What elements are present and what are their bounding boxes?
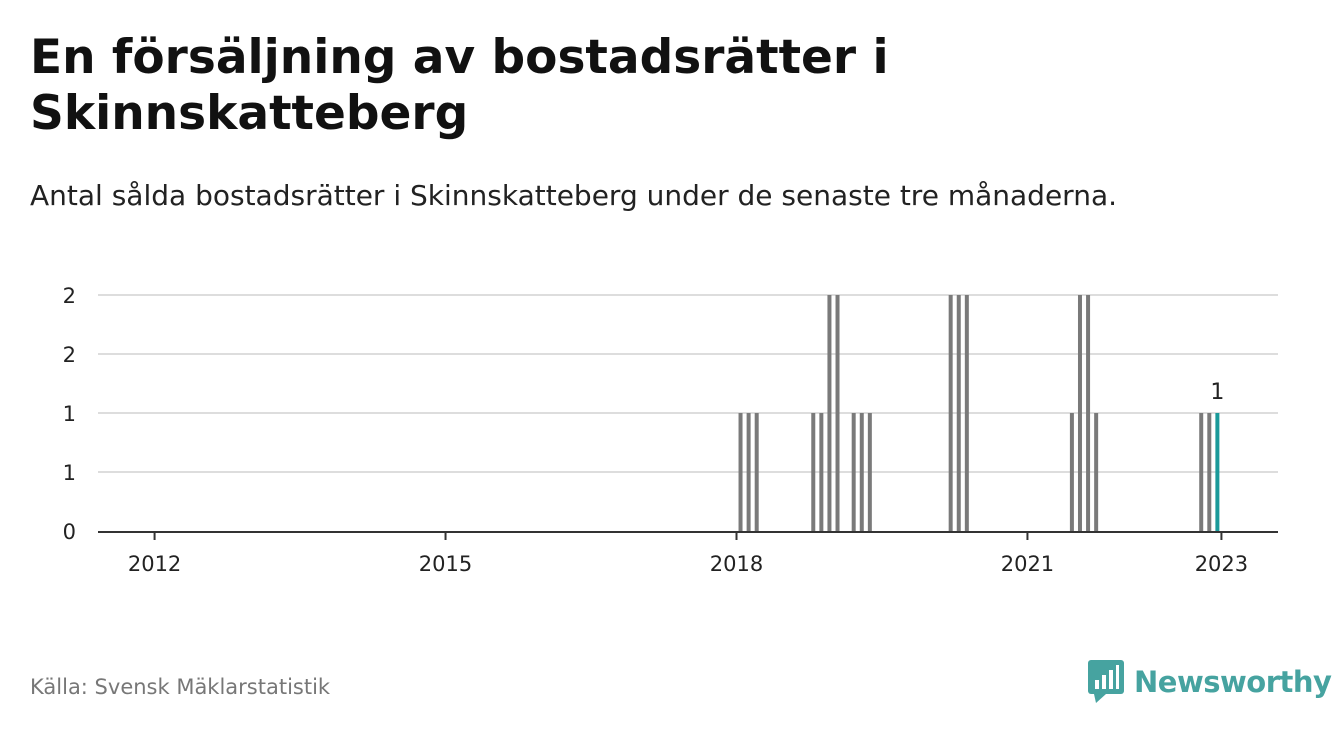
bar-value-label: 1: [1210, 380, 1224, 405]
x-tick-label: 2023: [1195, 552, 1248, 576]
bar: [1077, 295, 1082, 531]
x-tick-label: 2012: [128, 552, 181, 576]
bars: [738, 295, 1220, 531]
bar: [1086, 295, 1091, 531]
bar: [1199, 413, 1204, 531]
grid-lines: [98, 294, 1278, 473]
bar: [964, 295, 969, 531]
bar: [754, 413, 759, 531]
source-note: Källa: Svensk Mäklarstatistik: [30, 675, 331, 699]
y-tick-label: 2: [63, 284, 76, 308]
bar-chart-speech-bubble-icon: [1088, 660, 1124, 703]
chart-title: En försäljning av bostadsrätter i Skinns…: [30, 30, 889, 141]
chart-subtitle: Antal sålda bostadsrätter i Skinnskatteb…: [30, 179, 1117, 212]
bar: [835, 295, 840, 531]
x-tick-label: 2018: [710, 552, 763, 576]
y-tick-label: 2: [63, 343, 76, 367]
bar: [746, 413, 751, 531]
bar: [819, 413, 824, 531]
bar: [956, 295, 961, 531]
bar: [948, 295, 953, 531]
bar: [811, 413, 816, 531]
y-axis-ticks: 0 1 1 2 2: [63, 284, 76, 544]
bar: [851, 413, 856, 531]
bar: [738, 413, 743, 531]
bar: [1069, 413, 1074, 531]
y-tick-label: 1: [63, 402, 76, 426]
x-axis-ticks: 2012 2015 2018 2021 2023: [128, 533, 1248, 576]
bar: [859, 413, 864, 531]
data-labels: 1: [1210, 380, 1224, 405]
bar: [1215, 413, 1220, 531]
bar: [1094, 413, 1099, 531]
x-tick-label: 2015: [419, 552, 472, 576]
newsworthy-logo[interactable]: Newsworthy: [1088, 660, 1332, 704]
brand-name: Newsworthy: [1134, 665, 1332, 699]
bar: [827, 295, 832, 531]
bar: [867, 413, 872, 531]
y-tick-label: 0: [63, 520, 76, 544]
bar: [1207, 413, 1212, 531]
y-tick-label: 1: [63, 461, 76, 485]
x-tick-label: 2021: [1001, 552, 1054, 576]
